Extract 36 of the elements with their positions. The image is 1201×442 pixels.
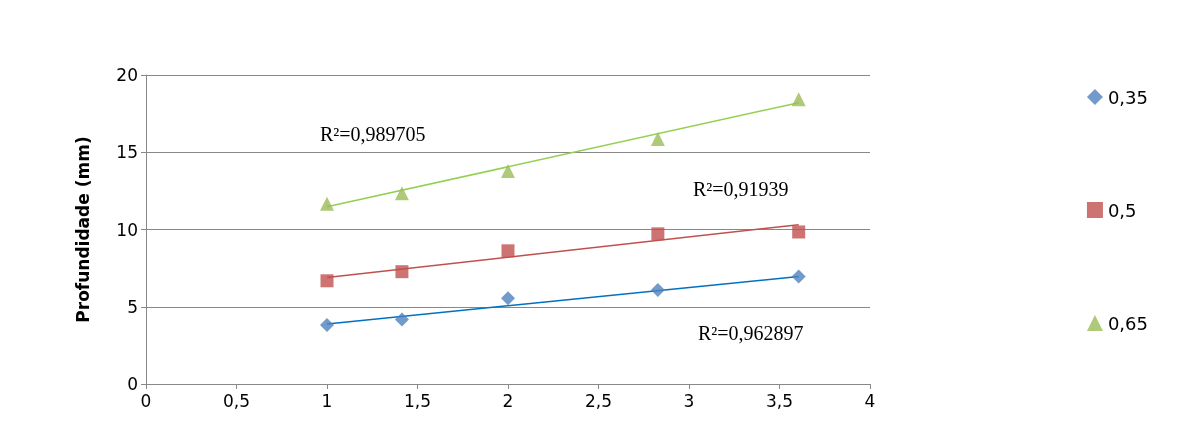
point [501,244,515,258]
point [320,317,334,332]
legend-label: 0,65 [1107,312,1148,334]
y-tick-label: 15 [116,142,138,163]
point [791,92,806,107]
point [320,196,334,211]
annotation: R²=0,989705 [320,123,426,145]
point [791,269,806,284]
point [650,283,665,298]
x-tick-label: 0 [140,390,152,411]
point [395,265,409,279]
y-tick-label: 5 [127,296,138,317]
point [394,312,409,327]
annotation: R²=0,91939 [693,178,789,200]
x-tick-label: 0,5 [222,390,251,411]
legend-label: 0,35 [1107,86,1148,108]
y-tick-label: 10 [116,219,138,240]
point [651,227,665,241]
x-tick-label: 1,5 [403,390,432,411]
point [792,225,806,239]
x-tick-label: 4 [864,390,876,411]
point [650,131,665,146]
point [501,163,515,178]
point [394,186,409,201]
point [320,274,334,288]
x-tick-label: 3 [683,390,695,411]
x-tick-label: 1 [321,390,333,411]
x-tick-label: 3,5 [765,390,794,411]
y-tick-label: 0 [127,374,138,394]
point [501,291,515,306]
legend-label: 0,5 [1107,199,1137,221]
annotation: R²=0,962897 [698,322,804,344]
x-tick-label: 2,5 [584,390,613,411]
x-tick-label: 2 [502,390,514,411]
y-axis-title: Profundidade (mm) [72,136,93,323]
y-tick-label: 20 [116,65,138,85]
